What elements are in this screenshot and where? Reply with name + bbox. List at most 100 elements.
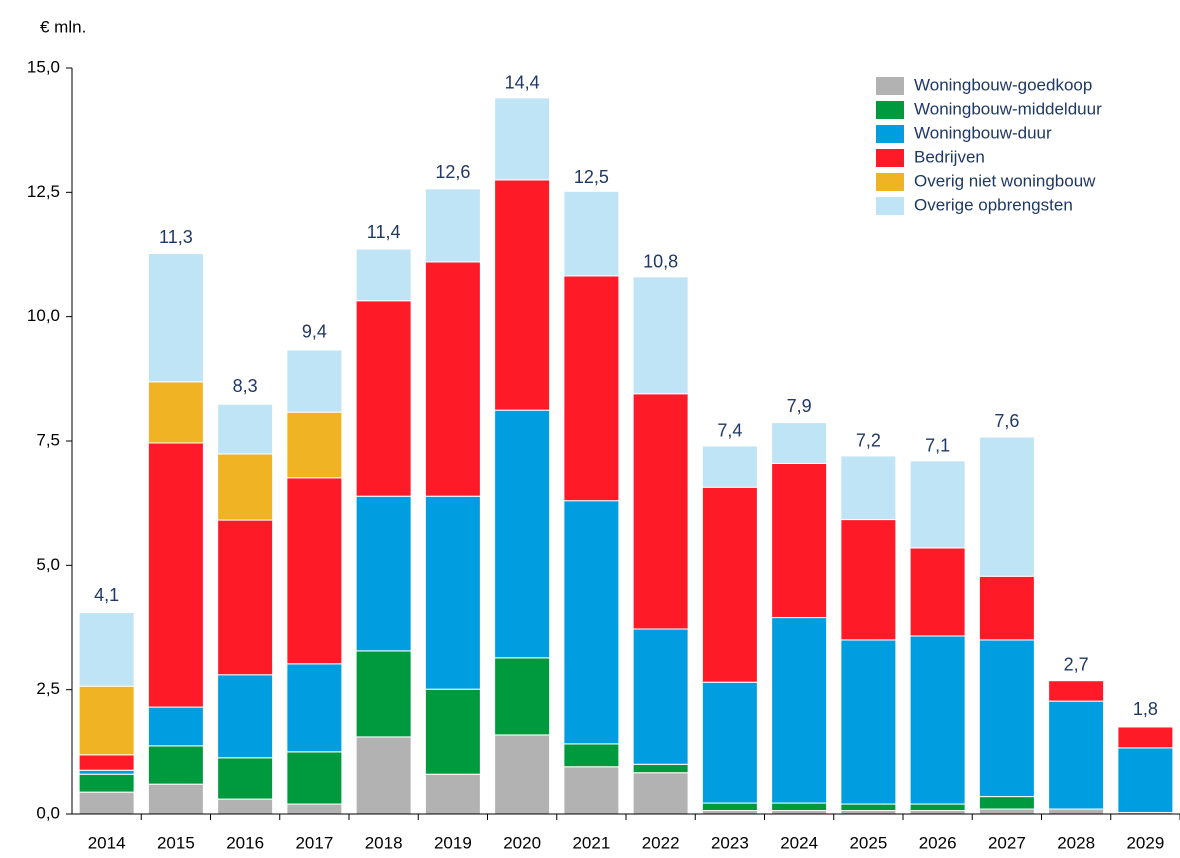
bar-segment [78, 791, 135, 815]
bar-segment [1117, 747, 1174, 814]
bar-segment [632, 763, 689, 774]
y-tick-label: 2,5 [36, 679, 60, 698]
legend-swatch [876, 197, 904, 215]
bar-segment [978, 639, 1035, 798]
legend-swatch [876, 149, 904, 167]
bar-segment [563, 766, 620, 815]
y-tick-label: 10,0 [27, 306, 60, 325]
bar-segment [632, 628, 689, 765]
bar-segment [771, 617, 828, 804]
bar-segment [978, 436, 1035, 577]
bar-segment [286, 349, 343, 413]
x-tick-label: 2029 [1126, 833, 1164, 852]
total-label: 12,5 [574, 167, 609, 187]
bar-segment [217, 674, 274, 759]
bar-segment [909, 803, 966, 812]
bar-segment [78, 685, 135, 756]
total-label: 1,8 [1133, 699, 1158, 719]
x-tick-label: 2025 [849, 833, 887, 852]
total-label: 11,4 [367, 222, 401, 242]
bar-segment [217, 403, 274, 455]
bar-segment [286, 477, 343, 665]
bar-segment [1048, 808, 1105, 815]
legend-label: Woningbouw-middelduur [914, 99, 1102, 118]
bar-segment [978, 796, 1035, 810]
bar-segment [147, 745, 204, 785]
legend-label: Overige opbrengsten [914, 195, 1073, 214]
bar-segment [355, 248, 412, 302]
total-label: 11,3 [159, 227, 193, 247]
y-tick-label: 15,0 [27, 57, 60, 76]
bar-segment [147, 442, 204, 708]
total-label: 2,7 [1064, 654, 1089, 674]
legend-label: Woningbouw-duur [914, 123, 1052, 142]
bar-segment [1117, 726, 1174, 749]
x-tick-label: 2019 [434, 833, 472, 852]
bar-segment [563, 743, 620, 768]
bar-segment [217, 757, 274, 800]
bar-segment [701, 681, 758, 804]
x-tick-label: 2015 [157, 833, 195, 852]
total-label: 4,1 [94, 585, 119, 605]
bar-segment [355, 495, 412, 652]
legend-swatch [876, 101, 904, 119]
bar-segment [217, 798, 274, 815]
legend-label: Woningbouw-goedkoop [914, 75, 1092, 94]
y-tick-label: 12,5 [27, 182, 60, 201]
bar-segment [147, 381, 204, 444]
x-tick-label: 2023 [711, 833, 749, 852]
bar-segment [563, 190, 620, 277]
bar-segment [1048, 700, 1105, 810]
bar-segment [78, 773, 135, 793]
bar-segment [424, 495, 481, 690]
x-tick-label: 2027 [988, 833, 1026, 852]
bar-segment [286, 411, 343, 479]
total-label: 7,9 [787, 396, 812, 416]
total-label: 7,1 [925, 436, 950, 456]
legend-label: Bedrijven [914, 147, 985, 166]
y-tick-label: 7,5 [36, 430, 60, 449]
bar-segment [563, 275, 620, 502]
bar-segment [1048, 680, 1105, 702]
bar-segment [632, 276, 689, 395]
bar-segment [909, 547, 966, 637]
bar-segment [286, 803, 343, 815]
bar-segment [978, 575, 1035, 641]
bar-segment [355, 736, 412, 815]
total-label: 8,3 [233, 376, 258, 396]
bar-segment [701, 810, 758, 815]
bar-segment [909, 810, 966, 815]
total-label: 9,4 [302, 321, 327, 341]
bar-segment [840, 810, 897, 815]
bar-segment [424, 261, 481, 497]
bar-segment [978, 808, 1035, 815]
x-tick-label: 2014 [88, 833, 126, 852]
x-tick-label: 2024 [780, 833, 818, 852]
bar-segment [632, 772, 689, 815]
bar-segment [701, 445, 758, 488]
x-tick-label: 2016 [226, 833, 264, 852]
bar-segment [494, 734, 551, 815]
x-tick-label: 2017 [295, 833, 333, 852]
x-tick-label: 2026 [919, 833, 957, 852]
bar-segment [355, 300, 412, 497]
bar-segment [771, 422, 828, 464]
bar-segment [632, 393, 689, 630]
bar-segment [494, 409, 551, 659]
bar-segment [286, 751, 343, 805]
x-tick-label: 2021 [572, 833, 610, 852]
total-label: 7,6 [994, 411, 1019, 431]
total-label: 7,4 [717, 421, 742, 441]
bar-segment [286, 663, 343, 753]
bar-segment [771, 810, 828, 815]
bar-segment [840, 519, 897, 641]
bar-segment [147, 253, 204, 383]
x-tick-label: 2020 [503, 833, 541, 852]
legend-swatch [876, 173, 904, 191]
bar-segment [78, 754, 135, 771]
total-label: 10,8 [643, 252, 678, 272]
bar-segment [217, 453, 274, 521]
bar-segment [147, 706, 204, 747]
bar-segment [217, 519, 274, 676]
